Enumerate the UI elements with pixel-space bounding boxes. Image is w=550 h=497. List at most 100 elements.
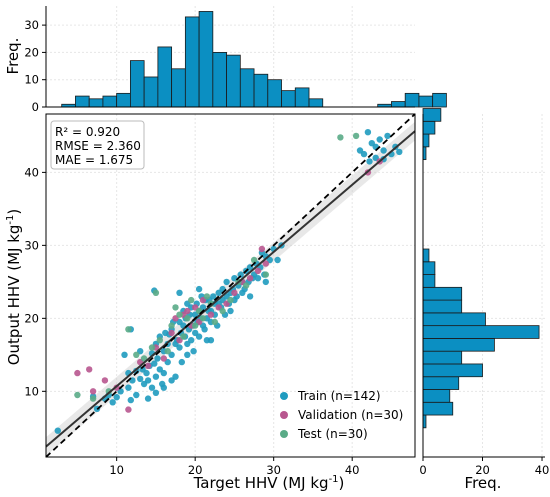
data-point-train xyxy=(384,132,391,140)
data-point-test xyxy=(168,322,175,329)
data-point-test xyxy=(89,395,97,402)
right-hist-bar xyxy=(422,312,486,327)
right-xtick-label: 20 xyxy=(475,463,490,477)
right-hist-bar xyxy=(422,274,436,288)
data-point-train xyxy=(54,427,61,434)
scatter-xtick-label: 10 xyxy=(109,463,124,477)
stats-mae: MAE = 1.675 xyxy=(55,153,133,167)
right-hist-bar xyxy=(422,261,436,275)
data-point-validation xyxy=(89,388,97,395)
data-point-train xyxy=(113,394,120,401)
top-hist-bar xyxy=(143,76,159,108)
top-hist-bar xyxy=(226,54,241,108)
data-point-train xyxy=(160,369,167,377)
data-point-test xyxy=(148,344,156,351)
right-histogram-bars xyxy=(422,108,540,429)
identity-line xyxy=(45,113,416,458)
data-point-test xyxy=(262,271,269,278)
top-hist-bar xyxy=(391,101,406,108)
top-hist-bar xyxy=(184,16,200,108)
legend-label-2: Test (n=30) xyxy=(297,427,368,441)
data-point-train xyxy=(195,285,203,293)
data-point-train xyxy=(207,337,215,344)
data-point-test xyxy=(105,388,113,395)
data-point-train xyxy=(137,375,144,383)
data-point-train xyxy=(144,377,152,384)
data-point-validation xyxy=(184,307,191,315)
scatter-ytick-label: 20 xyxy=(24,311,39,325)
data-point-validation xyxy=(168,329,175,337)
data-point-test xyxy=(184,315,191,322)
data-point-train xyxy=(151,360,158,367)
legend-marker-0 xyxy=(280,392,288,400)
top-hist-bar xyxy=(75,95,90,108)
data-point-train xyxy=(210,293,217,300)
data-point-train xyxy=(143,369,150,377)
data-point-train xyxy=(160,384,167,391)
data-point-validation xyxy=(86,366,93,373)
data-point-train xyxy=(154,355,161,362)
right-hist-bar xyxy=(422,338,495,352)
top-hist-bar xyxy=(102,95,118,108)
top-hist-bar xyxy=(294,87,310,108)
legend-marker-2 xyxy=(280,430,288,438)
data-point-validation xyxy=(144,362,152,369)
data-point-test xyxy=(203,293,211,300)
top-histogram-axes: 0 10 20 30 xyxy=(24,6,415,114)
data-point-validation xyxy=(258,245,266,253)
top-hist-bar xyxy=(129,60,145,108)
right-xtick-label: 40 xyxy=(535,463,550,477)
right-hist-bar xyxy=(422,299,463,314)
data-point-validation xyxy=(207,311,215,318)
data-point-test xyxy=(152,289,160,296)
top-hist-bar xyxy=(281,90,296,108)
top-ytick-label: 0 xyxy=(32,100,39,114)
data-point-train xyxy=(152,373,160,380)
data-point-validation xyxy=(101,377,109,384)
scatter-plot: 10 20 30 40 10 20 30 40 R² = 0.920 RMSE = 2.360… xyxy=(5,113,416,492)
top-ytick-label: 20 xyxy=(24,45,39,59)
data-point-train xyxy=(121,351,128,358)
data-point-validation xyxy=(160,355,167,362)
data-point-test xyxy=(125,326,132,333)
data-point-test xyxy=(74,391,81,399)
data-point-train xyxy=(227,307,234,315)
stats-rmse: RMSE = 2.360 xyxy=(55,139,141,153)
data-point-test xyxy=(337,134,344,141)
scatter-axes: 10 20 30 40 10 20 30 40 xyxy=(24,113,416,477)
data-point-test xyxy=(250,256,258,264)
data-point-train xyxy=(195,333,203,340)
data-point-train xyxy=(396,148,403,156)
right-hist-bar xyxy=(422,108,442,122)
top-hist-bar xyxy=(157,46,173,108)
data-point-train xyxy=(109,399,116,406)
data-point-train xyxy=(144,395,152,402)
right-hist-bar xyxy=(422,376,460,390)
data-point-train xyxy=(376,136,383,143)
legend-label-0: Train (n=142) xyxy=(297,389,381,403)
data-point-train xyxy=(237,271,244,278)
data-point-validation xyxy=(231,289,238,296)
data-point-train xyxy=(364,129,372,136)
data-point-train xyxy=(127,396,134,404)
scatter-ytick-label: 30 xyxy=(24,238,39,252)
scatter-ytick-label: 10 xyxy=(24,384,39,398)
top-hist-bar xyxy=(239,68,255,108)
data-point-train xyxy=(380,147,387,154)
data-point-test xyxy=(219,307,226,315)
right-xtick-label: 0 xyxy=(419,463,426,477)
top-hist-bar xyxy=(171,68,186,108)
data-point-train xyxy=(188,337,195,344)
right-hist-bar xyxy=(422,120,436,135)
stats-r2: R² = 0.920 xyxy=(55,125,120,139)
right-histogram-axes: 0 20 40 xyxy=(419,114,549,477)
data-point-test xyxy=(156,337,163,344)
data-point-test xyxy=(199,315,207,322)
right-hist-bar xyxy=(422,248,430,263)
data-point-train xyxy=(176,289,183,296)
data-point-test xyxy=(243,282,250,289)
top-hist-bar xyxy=(253,73,269,108)
top-histogram-ylabel: Freq. xyxy=(4,38,22,75)
stats-box: R² = 0.920 RMSE = 2.360 MAE = 1.675 xyxy=(50,120,145,170)
